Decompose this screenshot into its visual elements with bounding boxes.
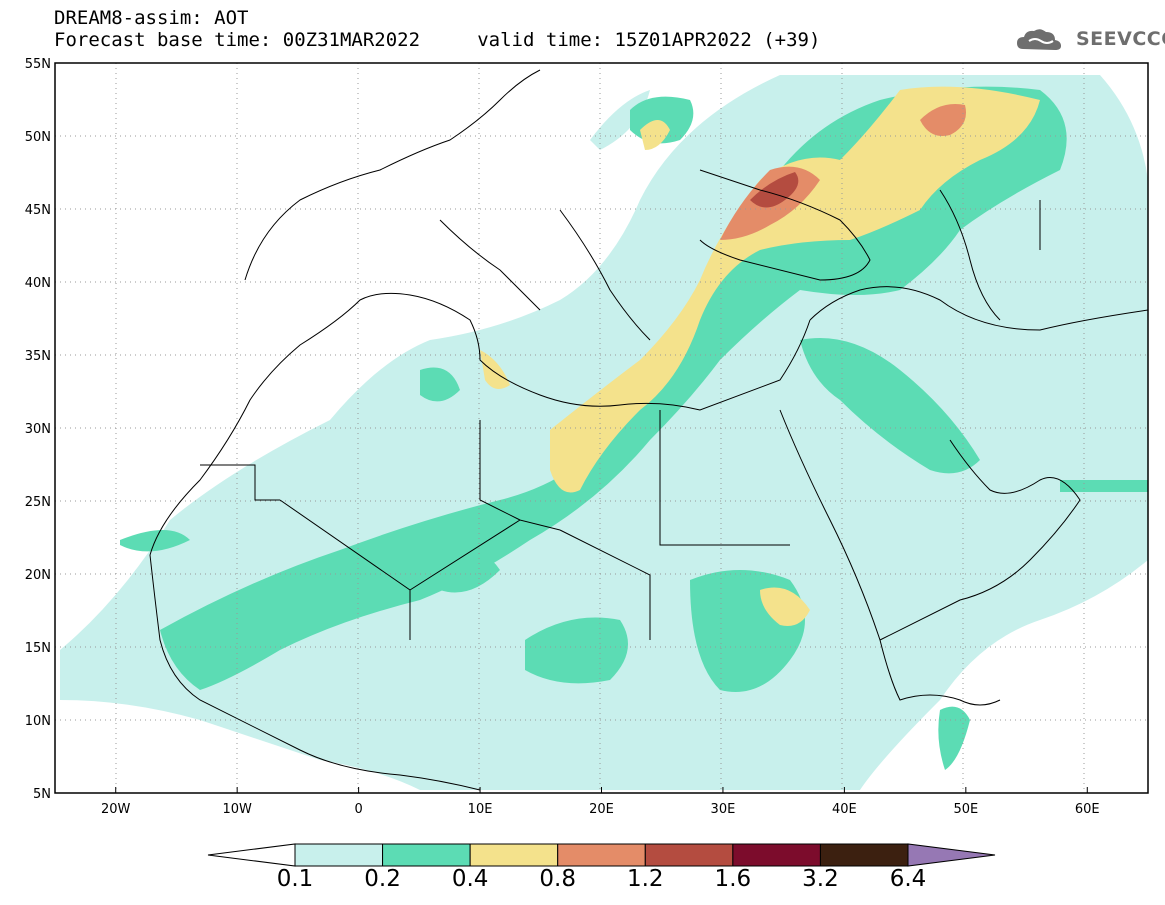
lat-tick-label: 20N	[25, 568, 51, 583]
lat-tick-label: 15N	[25, 641, 51, 656]
lat-tick-label: 10N	[25, 714, 51, 729]
colorbar-segment	[732, 843, 821, 867]
colorbar-under-triangle	[207, 843, 296, 867]
lon-tick-label: 20W	[101, 802, 131, 817]
longitude-tick-labels: 20W 10W 0 10E 20E 30E 40E 50E 60E	[101, 787, 1100, 817]
lon-tick-label: 60E	[1075, 802, 1100, 817]
lat-tick-label: 45N	[25, 203, 51, 218]
colorbar-over-triangle	[907, 843, 996, 867]
colorbar-label: 6.4	[889, 866, 927, 892]
lon-tick-label: 10W	[222, 802, 252, 817]
colorbar-segment	[382, 843, 471, 867]
lat-tick-label: 50N	[25, 130, 51, 145]
cloud-logo-icon	[1017, 29, 1061, 50]
lat-tick-label: 40N	[25, 276, 51, 291]
colorbar-label: 3.2	[802, 866, 839, 892]
colorbar-label: 0.2	[364, 866, 401, 892]
lat-tick-label: 25N	[25, 495, 51, 510]
coastlines	[149, 69, 1148, 791]
lon-tick-label: 40E	[832, 802, 857, 817]
lon-tick-label: 0	[354, 802, 362, 817]
lon-tick-label: 10E	[468, 802, 493, 817]
colorbar-segment	[644, 843, 734, 867]
lon-tick-label: 50E	[953, 802, 978, 817]
lat-tick-label: 5N	[33, 787, 51, 802]
colorbar-label: 1.6	[714, 866, 752, 892]
forecast-time-line: Forecast base time: 00Z31MAR2022 valid t…	[54, 29, 821, 51]
map-title: DREAM8-assim: AOT	[54, 7, 249, 29]
lat-tick-label: 55N	[25, 57, 51, 72]
colorbar-label: 1.2	[626, 866, 664, 892]
lon-tick-label: 30E	[711, 802, 736, 817]
colorbar-segment	[294, 843, 384, 867]
lat-tick-label: 35N	[25, 349, 51, 364]
lat-tick-label: 30N	[25, 422, 51, 437]
colorbar-segment	[819, 843, 909, 867]
graticule	[55, 63, 1148, 793]
colorbar-segment	[469, 843, 559, 867]
aot-shading	[55, 63, 1148, 793]
colorbar-label: 0.4	[451, 866, 489, 892]
colorbar-label: 0.1	[276, 866, 314, 892]
colorbar	[207, 843, 996, 867]
latitude-tick-labels: 55N 50N 45N 40N 35N 30N 25N 20N 15N 10N 5N	[25, 57, 51, 802]
seevccc-logo-text: SEEVCCC	[1076, 28, 1165, 50]
colorbar-segment	[557, 843, 646, 867]
lon-tick-label: 20E	[589, 802, 614, 817]
colorbar-label: 0.8	[539, 866, 576, 892]
